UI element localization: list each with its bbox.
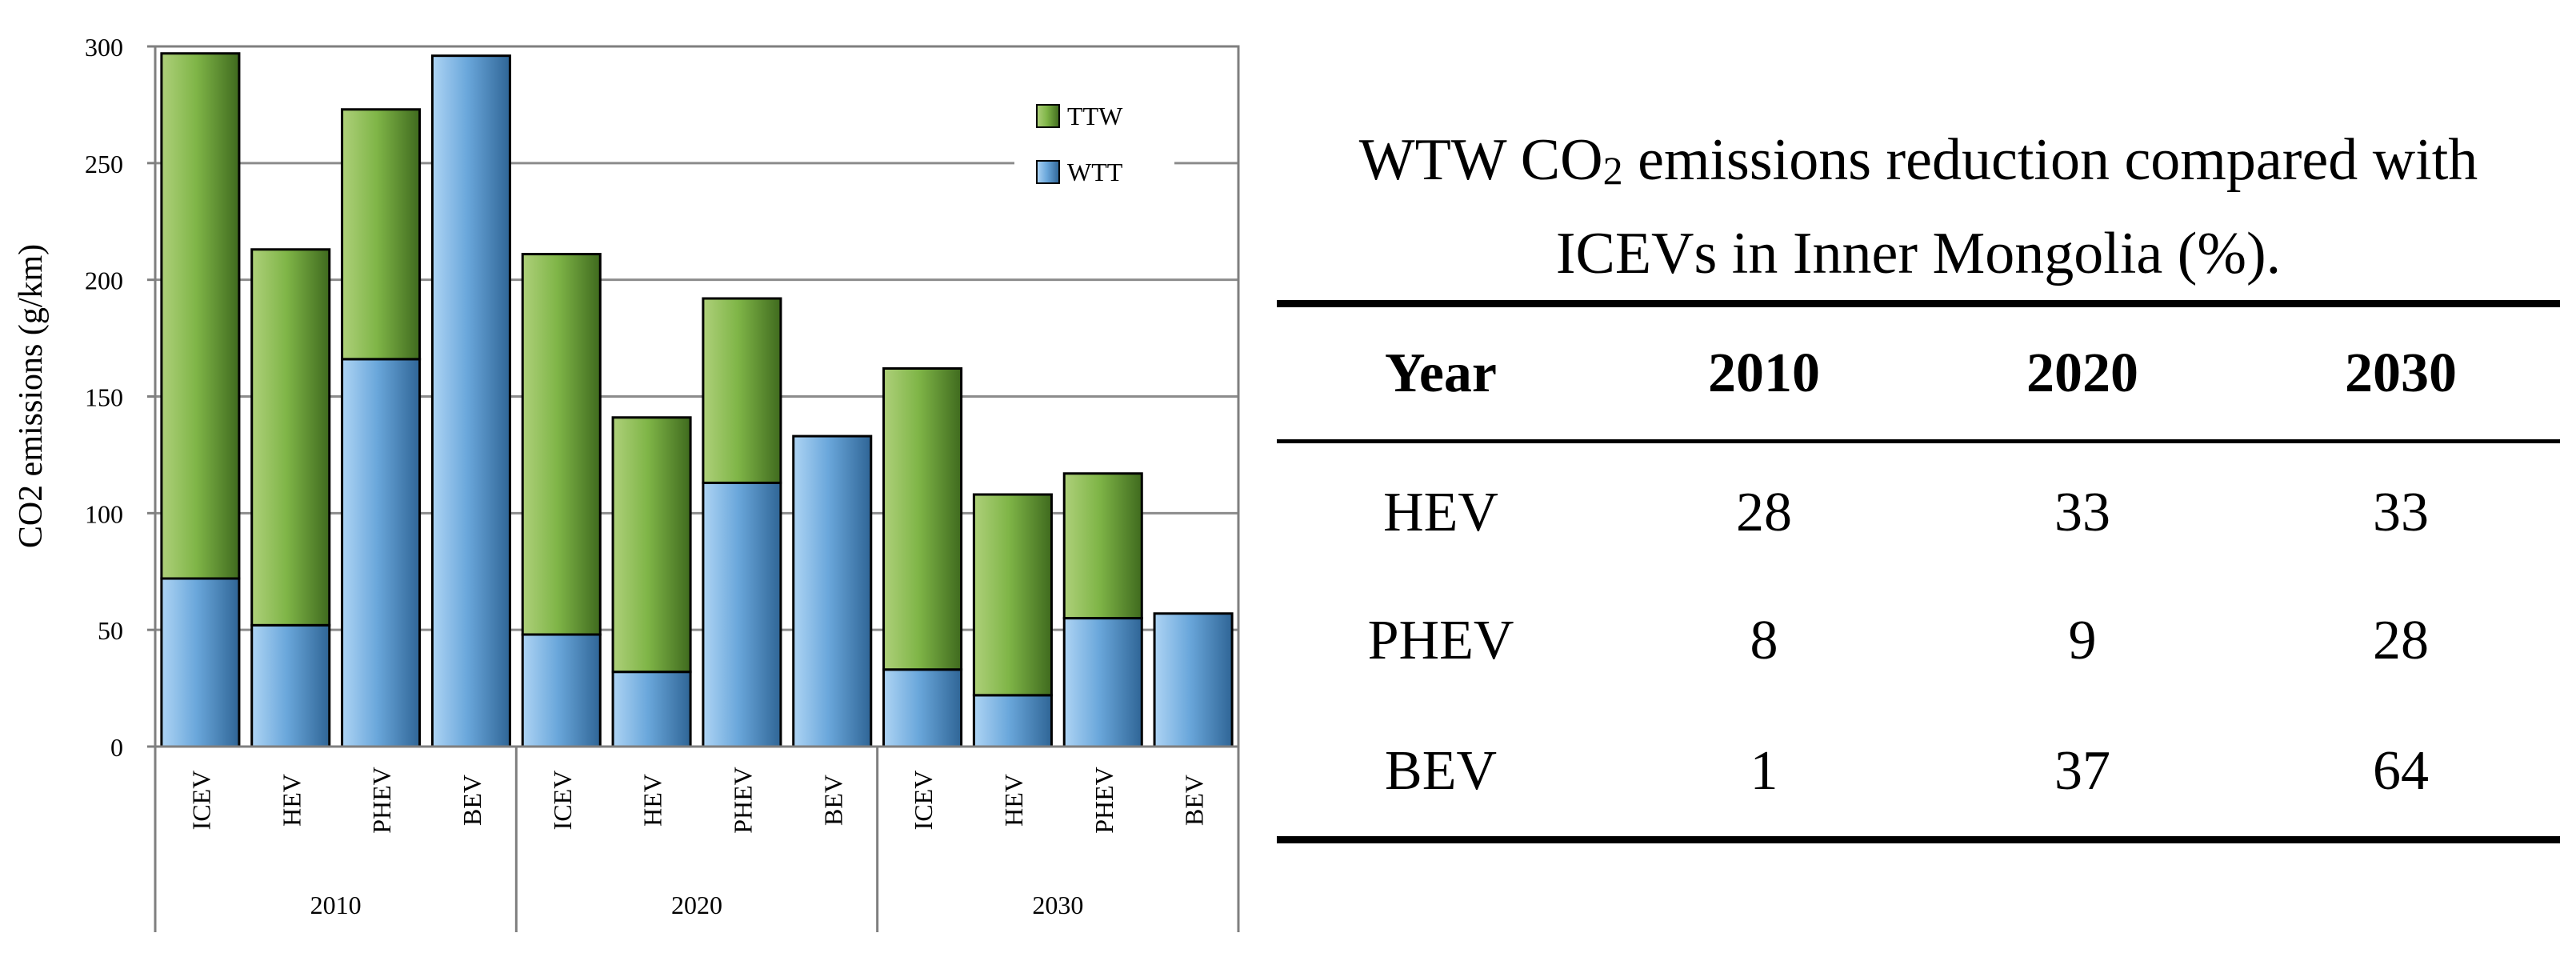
- table-cell: 64: [2242, 707, 2560, 843]
- row-label: BEV: [1277, 707, 1605, 843]
- table-row: PHEV 8 9 28: [1277, 575, 2560, 707]
- x-group-label: 2010: [310, 891, 362, 919]
- table-row: HEV 28 33 33: [1277, 442, 2560, 575]
- table-cell: 33: [2373, 481, 2429, 543]
- y-tick-label: 100: [85, 499, 123, 528]
- header-2030: 2030: [2242, 300, 2560, 443]
- x-category-label: ICEV: [186, 771, 215, 831]
- table-cell: 37: [1923, 707, 2242, 843]
- bar-ttw: [882, 367, 963, 671]
- header-2020: 2020: [1923, 300, 2242, 443]
- y-tick-label: 50: [98, 616, 123, 645]
- bar-wtt: [341, 358, 422, 748]
- table-header-row: Year 2010 2020 2030: [1277, 300, 2560, 443]
- stacked-bar-chart: 0 50 100 150 200 250 300 ICEV HEV PHEV BEV 2010 ICEV…: [13, 33, 1240, 932]
- bar-ttw: [250, 248, 331, 627]
- bar-ttw: [702, 297, 782, 484]
- x-category-label: HEV: [999, 774, 1028, 827]
- legend-swatch-ttw: [1036, 104, 1060, 128]
- bar-ttw: [611, 416, 692, 674]
- bar-ttw: [1062, 472, 1143, 620]
- table-title-line2: ICEVs in Inner Mongolia (%).: [1555, 221, 2282, 286]
- x-category-label: BEV: [1180, 775, 1209, 826]
- x-category-label: PHEV: [728, 767, 757, 834]
- bar-wtt: [1062, 617, 1143, 748]
- x-category-label: HEV: [277, 774, 306, 827]
- x-category-label: HEV: [638, 774, 667, 827]
- table-cell: 28: [2373, 609, 2429, 671]
- legend-swatch-wtt: [1036, 160, 1060, 184]
- y-tick-label: 250: [85, 150, 123, 178]
- bar-ttw: [972, 493, 1053, 697]
- bar-wtt: [611, 671, 692, 748]
- table-cell: 9: [2068, 609, 2097, 671]
- table-cell: 28: [1736, 481, 1792, 543]
- bar-wtt: [160, 577, 241, 748]
- bar-wtt: [702, 481, 782, 748]
- bar-wtt: [430, 54, 511, 748]
- header-year: Year: [1277, 300, 1605, 443]
- x-group-label: 2030: [1032, 891, 1083, 919]
- table-title-line1-post: emissions reduction compared with: [1622, 127, 2478, 193]
- y-tick-label: 300: [85, 33, 123, 62]
- x-category-label: ICEV: [548, 771, 577, 831]
- bar-wtt: [250, 623, 331, 748]
- reduction-table-panel: WTW CO2 emissions reduction compared wit…: [1277, 118, 2560, 843]
- bar-wtt: [882, 668, 963, 748]
- table-title-line1-pre: WTW CO: [1358, 127, 1603, 193]
- bar-ttw: [521, 253, 602, 636]
- row-label: PHEV: [1367, 609, 1514, 671]
- y-tick-label: 200: [85, 266, 123, 295]
- legend-label-wtt: WTT: [1067, 158, 1123, 186]
- row-label: HEV: [1383, 481, 1498, 543]
- bar-wtt: [792, 434, 873, 748]
- bar-ttw: [160, 52, 241, 580]
- table-row: BEV 1 37 64: [1277, 707, 2560, 843]
- x-category-label: BEV: [458, 775, 486, 826]
- plot-frame: [154, 45, 1240, 748]
- y-axis-title: CO2 emissions (g/km): [13, 244, 50, 548]
- y-tick-label: 0: [110, 733, 123, 762]
- chart-legend: TTW WTT: [1014, 94, 1174, 190]
- x-category-label: PHEV: [1090, 767, 1118, 834]
- bar-ttw: [341, 108, 422, 361]
- x-group-label: 2020: [671, 891, 722, 919]
- x-category-label: BEV: [818, 775, 847, 826]
- y-tick-label: 150: [85, 383, 123, 412]
- x-category-label: PHEV: [367, 767, 396, 834]
- table-cell: 33: [2054, 481, 2110, 543]
- table-cell: 1: [1605, 707, 1923, 843]
- bar-wtt: [521, 633, 602, 748]
- bar-wtt: [972, 694, 1053, 748]
- table-title-subscript: 2: [1602, 148, 1623, 193]
- x-category-label: ICEV: [909, 771, 938, 831]
- bar-wtt: [1153, 612, 1234, 748]
- header-2010: 2010: [1605, 300, 1923, 443]
- table-cell: 8: [1750, 609, 1778, 671]
- reduction-table: Year 2010 2020 2030 HEV 28 33 33 PHEV 8 …: [1277, 300, 2560, 843]
- table-title: WTW CO2 emissions reduction compared wit…: [1277, 118, 2560, 295]
- legend-label-ttw: TTW: [1067, 102, 1123, 130]
